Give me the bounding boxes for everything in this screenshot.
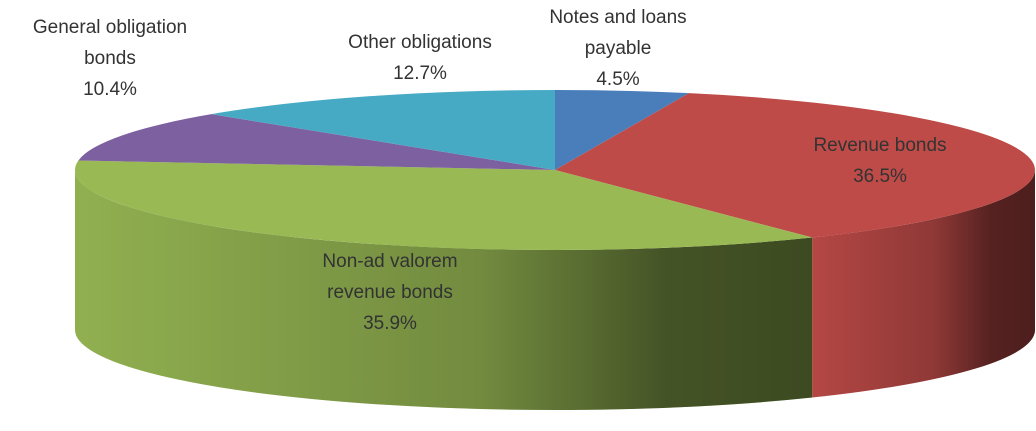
- value-label: 10.4%: [83, 79, 137, 100]
- category-label: Revenue bonds: [813, 135, 947, 156]
- slice-label: Revenue bonds 36.5%: [770, 130, 990, 192]
- category-label: General obligation bonds: [32, 17, 188, 69]
- slice-label: Other obligations 12.7%: [300, 27, 540, 89]
- slice: [555, 93, 1035, 238]
- slice: [555, 90, 689, 170]
- category-label: Notes and loans payable: [549, 7, 687, 59]
- slice: [74, 160, 813, 251]
- slice-label: Non-ad valorem revenue bonds 35.9%: [290, 246, 490, 339]
- slice-side-shade: [75, 170, 813, 410]
- category-label: Non-ad valorem revenue bonds: [322, 251, 458, 303]
- slice-label: General obligation bonds 10.4%: [25, 12, 195, 105]
- slice-label: Notes and loans payable 4.5%: [538, 2, 698, 95]
- value-label: 4.5%: [596, 69, 640, 90]
- slice-side-shade: [812, 170, 1035, 398]
- slice: [211, 90, 555, 170]
- value-label: 35.9%: [363, 313, 417, 334]
- value-label: 12.7%: [393, 63, 447, 84]
- value-label: 36.5%: [853, 166, 907, 187]
- category-label: Other obligations: [348, 32, 492, 53]
- slice: [78, 114, 555, 170]
